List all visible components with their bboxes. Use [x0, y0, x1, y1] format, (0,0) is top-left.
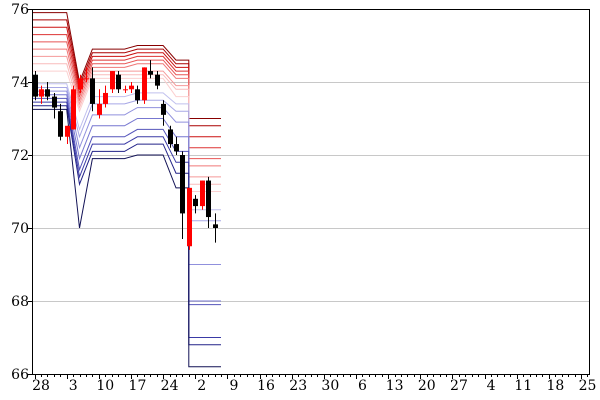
- candle-body: [180, 155, 185, 214]
- candle-body: [84, 78, 89, 80]
- x-tick-label: 23: [289, 378, 307, 394]
- x-tick-label: 28: [32, 378, 50, 394]
- x-tick-label: 25: [579, 378, 597, 394]
- y-tick-label: 72: [11, 148, 29, 164]
- x-tick-label: 27: [450, 378, 468, 394]
- band-line: [33, 105, 221, 346]
- candle-body: [193, 198, 198, 207]
- y-axis: 66 68 70 72 74 76: [11, 2, 32, 383]
- y-tick-label: 70: [11, 221, 29, 237]
- candle-body: [142, 67, 147, 101]
- candle-body: [65, 125, 70, 137]
- band-line: [33, 101, 221, 338]
- candle-body: [155, 74, 160, 86]
- x-tick-label: 4: [487, 378, 496, 394]
- candle-body: [148, 71, 153, 75]
- candle-body: [103, 92, 108, 104]
- band-line: [33, 87, 221, 222]
- candle-body: [52, 96, 57, 108]
- band-line: [33, 12, 221, 119]
- x-tick-label: 20: [418, 378, 436, 394]
- x-tick-label: 17: [129, 378, 147, 394]
- x-tick-label: 30: [321, 378, 339, 394]
- band-line: [33, 108, 221, 368]
- x-tick-label: 3: [69, 378, 78, 394]
- x-tick-label: 10: [96, 378, 114, 394]
- candle-body: [58, 111, 63, 137]
- candle-body: [200, 180, 205, 207]
- candle-body: [187, 187, 192, 247]
- envelope-bands: [33, 12, 221, 368]
- candle-body: [39, 89, 44, 97]
- x-tick-label: 11: [514, 378, 532, 394]
- gridlines: [32, 82, 589, 302]
- x-tick-label: 6: [358, 378, 367, 394]
- band-line: [33, 19, 221, 127]
- candle-body: [90, 78, 95, 104]
- candle-body: [213, 224, 218, 228]
- y-tick-label: 76: [11, 2, 29, 18]
- candle-body: [33, 74, 38, 97]
- candle-body: [123, 89, 128, 91]
- y-tick-label: 68: [11, 294, 29, 310]
- candle-body: [78, 78, 83, 90]
- candle-body: [110, 71, 115, 90]
- candle-body: [135, 89, 140, 101]
- y-tick-label: 66: [11, 367, 29, 383]
- candle-body: [161, 103, 166, 115]
- candle-body: [116, 74, 121, 90]
- x-tick-label: 16: [257, 378, 275, 394]
- candle-body: [168, 129, 173, 145]
- candle-body: [71, 89, 76, 130]
- candle-body: [45, 89, 50, 97]
- x-tick-label: 18: [546, 378, 564, 394]
- candle-body: [206, 180, 211, 218]
- x-tick-label: 2: [197, 378, 206, 394]
- x-axis: 28 3 10 17 24 2 9 16 23 30 6 13 20 27 4 11 18 25: [32, 374, 596, 394]
- band-line: [33, 48, 221, 167]
- candle-body: [129, 85, 134, 90]
- x-tick-label: 24: [161, 378, 179, 394]
- candle-body: [174, 144, 179, 152]
- candle-body: [97, 103, 102, 115]
- y-tick-label: 74: [11, 75, 29, 91]
- x-tick-label: 13: [386, 378, 404, 394]
- candles: [33, 60, 218, 250]
- x-tick-label: 9: [229, 378, 238, 394]
